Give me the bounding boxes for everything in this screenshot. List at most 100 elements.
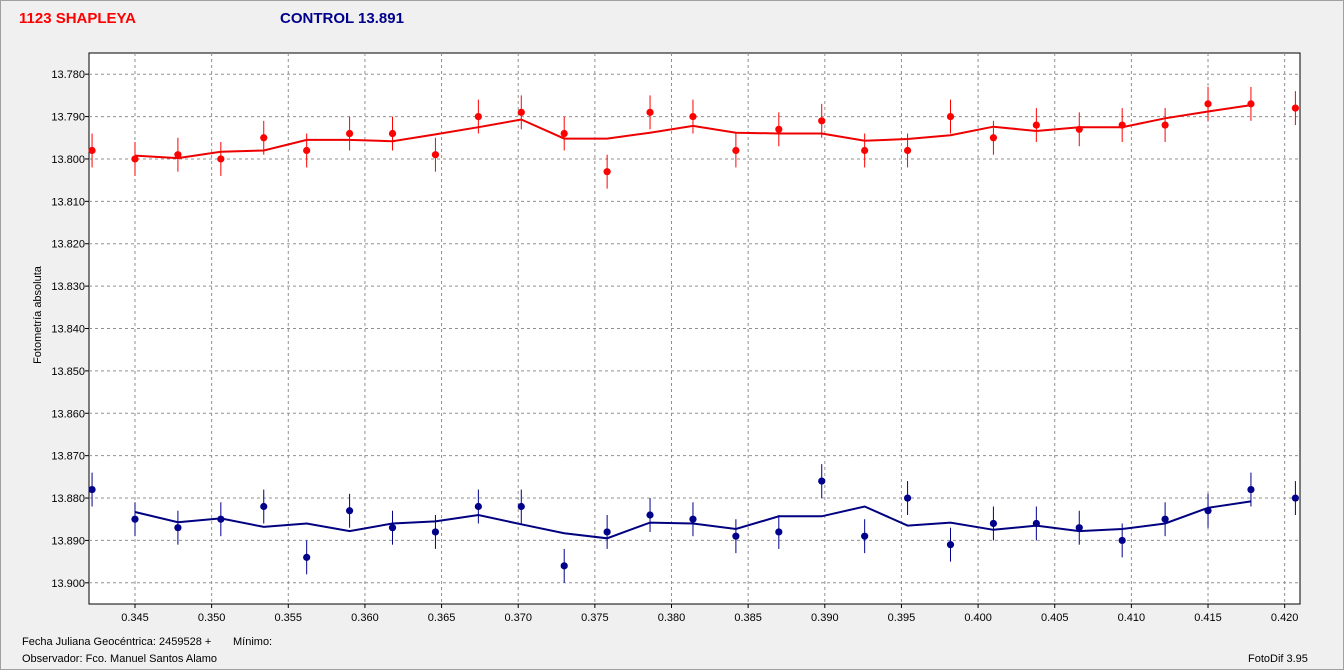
y-tick-label: 13.800 (51, 154, 85, 166)
x-tick-label: 0.360 (351, 612, 379, 624)
y-tick-label: 13.840 (51, 324, 85, 336)
observer-value: Fco. Manuel Santos Alamo (85, 653, 218, 665)
star-title: 1123 SHAPLEYA (19, 10, 137, 27)
star-data-point (1075, 125, 1083, 133)
control-data-point (1247, 485, 1255, 494)
star-data-point (88, 146, 96, 155)
y-tick-label: 13.810 (51, 196, 85, 208)
series-layer (88, 86, 1300, 583)
axes: 13.780 13.790 13.800 13.810 13.820 13.830 13.8… (51, 69, 1298, 624)
star-series (88, 86, 1300, 189)
control-title: CONTROL 13.891 (280, 10, 404, 27)
star-data-point (388, 129, 397, 138)
star-data-point (1204, 100, 1212, 108)
control-data-point (174, 524, 182, 532)
software-version: FotoDif 3.95 (1248, 653, 1308, 665)
date-line: Fecha Juliana Geocéntrica: 2459528 + (22, 636, 211, 648)
minimum-label: Mínimo: (233, 636, 273, 648)
y-tick-label: 13.880 (51, 493, 85, 505)
star-data-point (303, 146, 311, 155)
star-data-point (861, 146, 869, 155)
y-tick-label: 13.900 (51, 578, 85, 590)
control-data-point (903, 494, 912, 502)
x-tick-label: 0.415 (1194, 612, 1222, 624)
y-axis-label: Fotometría absoluta (32, 265, 44, 364)
control-data-point (560, 562, 568, 570)
y-tick-label: 13.870 (51, 451, 85, 463)
control-data-point (732, 532, 740, 540)
x-tick-label: 0.375 (581, 612, 609, 624)
x-tick-label: 0.370 (504, 612, 532, 624)
x-tick-label: 0.355 (275, 612, 303, 624)
control-data-point (1032, 519, 1040, 528)
star-data-point (1291, 104, 1300, 112)
control-data-point (88, 485, 96, 494)
x-tick-label: 0.350 (198, 612, 226, 624)
x-tick-label: 0.400 (964, 612, 992, 624)
control-data-point (474, 502, 482, 511)
control-data-point (1118, 536, 1126, 545)
star-data-point (646, 108, 654, 116)
y-tick-label: 13.830 (51, 281, 85, 293)
star-data-point (775, 125, 783, 133)
star-data-point (1118, 121, 1126, 129)
control-data-point (217, 515, 225, 523)
star-data-point (946, 112, 955, 121)
control-data-point (646, 511, 654, 519)
x-tick-label: 0.410 (1118, 612, 1146, 624)
star-data-point (603, 168, 611, 176)
star-data-point (217, 155, 225, 163)
x-tick-label: 0.380 (658, 612, 686, 624)
star-data-point (732, 146, 740, 155)
x-tick-label: 0.405 (1041, 612, 1069, 624)
control-data-point (1161, 515, 1169, 523)
control-data-point (1204, 507, 1212, 515)
control-data-point (861, 532, 869, 540)
control-data-point (303, 553, 311, 561)
control-data-point (989, 519, 998, 528)
observer-label: Observador: (22, 653, 83, 665)
date-value: 2459528 + (158, 636, 212, 648)
control-data-point (345, 507, 354, 515)
y-tick-label: 13.790 (51, 112, 85, 124)
star-data-point (903, 146, 912, 155)
control-data-point (260, 502, 268, 511)
control-data-point (1075, 524, 1083, 532)
star-data-point (1161, 121, 1169, 129)
x-tick-label: 0.365 (428, 612, 456, 624)
y-tick-label: 13.780 (51, 69, 85, 81)
star-data-point (1032, 121, 1040, 129)
star-data-point (474, 112, 482, 121)
control-data-point (131, 515, 139, 523)
date-label: Fecha Juliana Geocéntrica: (22, 636, 156, 648)
observer-line: Observador: Fco. Manuel Santos Alamo (22, 653, 217, 665)
star-data-point (560, 129, 568, 138)
control-data-point (1291, 494, 1300, 502)
control-data-point (603, 528, 611, 536)
control-series (88, 464, 1300, 583)
star-data-point (431, 151, 440, 159)
star-data-point (989, 134, 998, 142)
star-data-point (174, 151, 182, 159)
star-data-point (689, 112, 697, 121)
star-data-point (1247, 100, 1255, 108)
x-tick-label: 0.395 (888, 612, 916, 624)
control-data-point (775, 528, 783, 536)
star-data-point (818, 117, 826, 125)
star-data-point (131, 155, 139, 163)
control-data-point (388, 524, 397, 532)
control-data-point (517, 502, 525, 511)
star-data-point (260, 134, 268, 142)
star-data-point (517, 108, 525, 116)
x-tick-label: 0.390 (811, 612, 839, 624)
x-tick-label: 0.420 (1271, 612, 1299, 624)
control-data-point (689, 515, 697, 523)
y-tick-label: 13.860 (51, 408, 85, 420)
control-data-point (431, 528, 440, 536)
y-tick-label: 13.850 (51, 366, 85, 378)
control-data-point (818, 477, 826, 485)
star-data-point (345, 129, 354, 138)
x-tick-label: 0.345 (121, 612, 149, 624)
y-tick-label: 13.890 (51, 535, 85, 547)
control-data-point (946, 541, 955, 549)
